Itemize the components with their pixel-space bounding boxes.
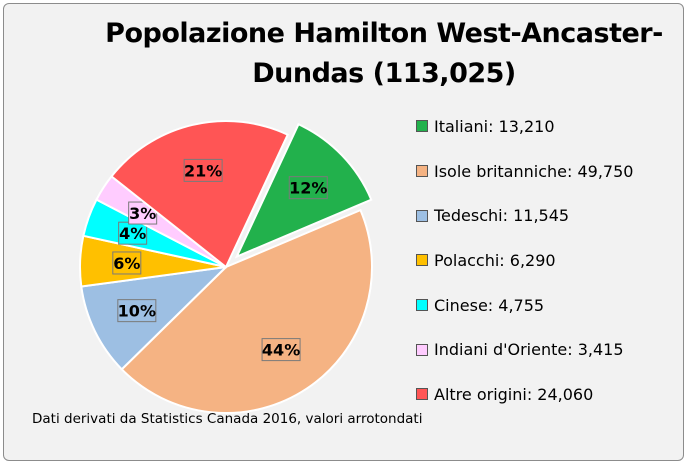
legend-item-cinese: Cinese: 4,755 xyxy=(416,283,633,328)
pie-label-isole-britanniche: 44% xyxy=(261,338,301,362)
source-note: Dati derivati da Statistics Canada 2016,… xyxy=(32,411,423,427)
chart-legend: Italiani: 13,210 Isole britanniche: 49,75… xyxy=(416,104,633,417)
pie-label-cinese: 4% xyxy=(118,221,148,245)
pie-label-text: 3% xyxy=(129,204,156,223)
legend-label: Polacchi: 6,290 xyxy=(434,250,556,270)
legend-item-italiani: Italiani: 13,210 xyxy=(416,104,633,149)
pie-label-text: 6% xyxy=(113,254,140,273)
pie-label-box xyxy=(183,158,223,182)
legend-label: Tedeschi: 11,545 xyxy=(434,206,570,226)
legend-item-tedeschi: Tedeschi: 11,545 xyxy=(416,193,633,238)
legend-swatch xyxy=(416,388,428,401)
legend-item-isole-britanniche: Isole britanniche: 49,750 xyxy=(416,149,633,194)
pie-label-text: 4% xyxy=(119,224,146,243)
chart-frame: Popolazione Hamilton West-Ancaster- Dund… xyxy=(3,3,684,461)
pie-label-text: 12% xyxy=(289,179,327,198)
legend-label: Cinese: 4,755 xyxy=(434,295,545,315)
pie-label-tedeschi: 10% xyxy=(117,299,157,323)
chart-title-line-2: Dundas (113,025) xyxy=(252,58,516,89)
legend-label: Italiani: 13,210 xyxy=(434,116,555,136)
pie-label-box xyxy=(112,251,142,275)
chart-title: Popolazione Hamilton West-Ancaster- Dund… xyxy=(4,14,689,94)
legend-item-indiani-d-oriente: Indiani d'Oriente: 3,415 xyxy=(416,327,633,372)
legend-swatch xyxy=(416,343,428,356)
legend-swatch xyxy=(416,254,428,267)
pie-label-box xyxy=(261,338,301,362)
legend-swatch xyxy=(416,120,428,133)
legend-label: Indiani d'Oriente: 3,415 xyxy=(434,340,624,360)
legend-swatch xyxy=(416,299,428,312)
pie-label-text: 10% xyxy=(118,302,156,321)
pie-label-box xyxy=(288,176,328,200)
pie-slice-isole-britanniche xyxy=(120,208,373,414)
pie-chart: 12% 44% 10% 6% 4%3% 21% xyxy=(79,120,373,414)
pie-label-box xyxy=(117,299,157,323)
legend-label: Altre origini: 24,060 xyxy=(434,384,594,404)
legend-swatch xyxy=(416,165,428,178)
pie-label-text: 44% xyxy=(262,341,300,360)
pie-label-polacchi: 6% xyxy=(112,251,142,275)
pie-slice-altre-origini xyxy=(110,120,290,269)
pie-label-text: 21% xyxy=(184,161,222,180)
legend-item-altre-origini: Altre origini: 24,060 xyxy=(416,372,633,417)
pie-label-altre-origini: 21% xyxy=(183,158,223,182)
legend-swatch xyxy=(416,209,428,222)
pie-label-italiani: 12% xyxy=(288,176,328,200)
chart-title-line-1: Popolazione Hamilton West-Ancaster- xyxy=(105,18,663,49)
legend-item-polacchi: Polacchi: 6,290 xyxy=(416,238,633,283)
legend-label: Isole britanniche: 49,750 xyxy=(434,161,634,181)
